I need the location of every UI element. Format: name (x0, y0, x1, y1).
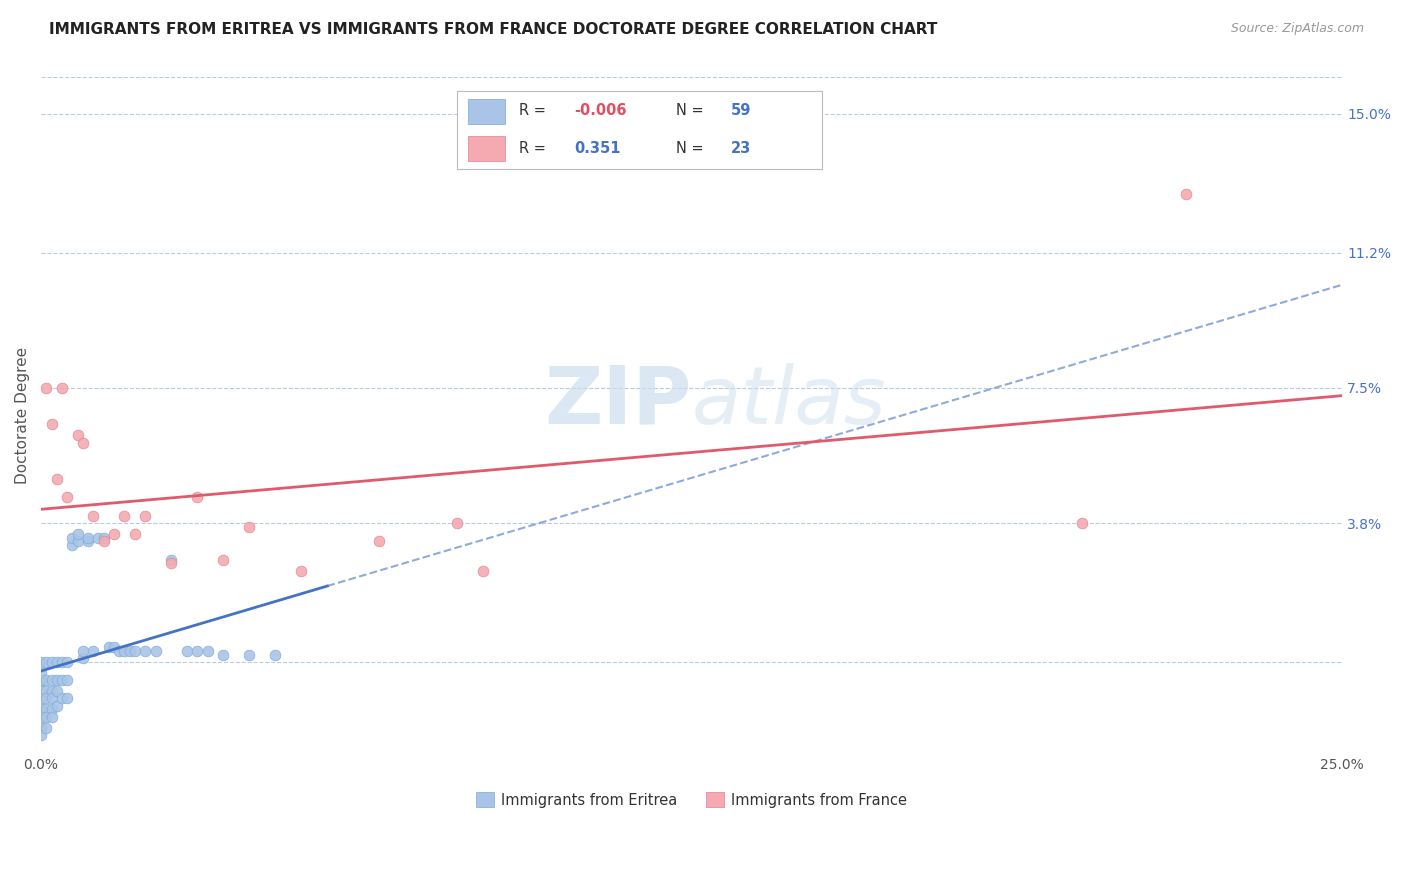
Point (30, 655, 52, 669)
Point (112, 644, 135, 658)
Point (41, 684, 63, 698)
Point (72, 651, 94, 665)
Point (103, 640, 125, 655)
Point (66, 534, 89, 549)
Legend: Immigrants from Eritrea, Immigrants from France: Immigrants from Eritrea, Immigrants from… (470, 787, 912, 814)
Point (134, 644, 156, 658)
Point (82, 644, 104, 658)
Point (45, 673, 67, 687)
Point (51, 673, 73, 687)
Point (35, 684, 58, 698)
Point (264, 648, 287, 662)
Point (212, 648, 235, 662)
Point (35, 702, 58, 716)
Point (30, 684, 52, 698)
Point (60, 538, 83, 552)
Y-axis label: Doctorate Degree: Doctorate Degree (15, 347, 30, 483)
Text: ZIP: ZIP (544, 363, 692, 441)
Point (51, 691, 73, 706)
Point (290, 564, 312, 578)
Point (41, 702, 63, 716)
Point (35, 655, 58, 669)
Point (30, 728, 52, 742)
Point (87, 531, 110, 545)
Point (41, 655, 63, 669)
Point (45, 472, 67, 486)
Point (45, 655, 67, 669)
Point (93, 531, 115, 545)
Point (30, 721, 52, 735)
Point (56, 673, 79, 687)
Point (72, 644, 94, 658)
Text: Source: ZipAtlas.com: Source: ZipAtlas.com (1230, 22, 1364, 36)
Point (197, 644, 219, 658)
Point (30, 673, 52, 687)
Point (93, 534, 115, 549)
Point (124, 644, 146, 658)
Point (176, 644, 198, 658)
Point (160, 552, 183, 566)
Point (134, 508, 156, 523)
Point (56, 491, 79, 505)
Point (41, 709, 63, 723)
Point (35, 709, 58, 723)
Point (212, 552, 235, 566)
Point (103, 527, 125, 541)
Point (77, 531, 100, 545)
Point (45, 698, 67, 713)
Point (30, 691, 52, 706)
Point (186, 644, 208, 658)
Point (30, 709, 52, 723)
Point (368, 534, 391, 549)
Point (238, 648, 260, 662)
Point (108, 644, 131, 658)
Text: IMMIGRANTS FROM ERITREA VS IMMIGRANTS FROM FRANCE DOCTORATE DEGREE CORRELATION C: IMMIGRANTS FROM ERITREA VS IMMIGRANTS FR… (49, 22, 938, 37)
Point (51, 655, 73, 669)
Point (35, 673, 58, 687)
Point (238, 519, 260, 533)
Point (145, 644, 167, 658)
Point (56, 655, 79, 669)
Point (82, 508, 104, 523)
Text: atlas: atlas (692, 363, 886, 441)
Point (446, 516, 468, 530)
Point (45, 684, 67, 698)
Point (30, 665, 52, 680)
Point (30, 673, 52, 687)
Point (35, 691, 58, 706)
Point (66, 527, 89, 541)
Point (160, 556, 183, 570)
Point (77, 534, 100, 549)
Point (97, 640, 120, 655)
Point (41, 673, 63, 687)
Point (35, 721, 58, 735)
Point (56, 691, 79, 706)
Point (118, 644, 141, 658)
Point (72, 435, 94, 450)
Point (1175, 187, 1198, 202)
Point (472, 564, 495, 578)
Point (41, 691, 63, 706)
Point (60, 531, 83, 545)
Point (186, 491, 208, 505)
Point (1071, 516, 1094, 530)
Point (51, 381, 73, 395)
Point (124, 527, 146, 541)
Point (35, 381, 58, 395)
Point (41, 417, 63, 432)
Point (66, 428, 89, 442)
Point (112, 508, 135, 523)
Point (30, 702, 52, 716)
